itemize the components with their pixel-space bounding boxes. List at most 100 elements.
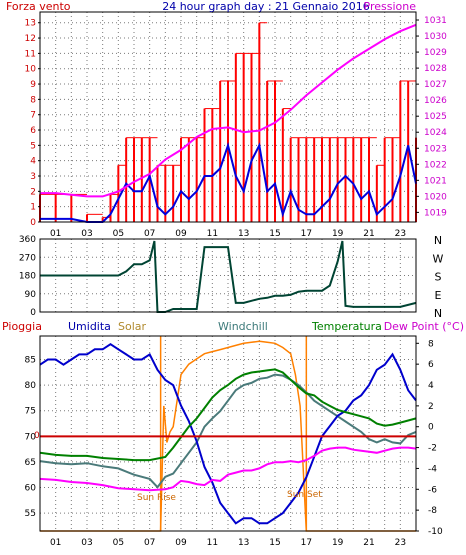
humidity-line xyxy=(39,343,417,525)
dewpoint-line xyxy=(39,446,417,492)
pressure-line xyxy=(40,23,417,198)
windchill-line xyxy=(39,373,417,489)
pressure-tick-label: 1029 xyxy=(424,48,447,58)
pressure-tick-label: 1031 xyxy=(424,16,447,26)
pressure-tick-label: 1030 xyxy=(424,32,447,42)
humidity-tick-label: 65 xyxy=(25,458,36,468)
wind-tick-label: 9 xyxy=(30,80,36,90)
humidity-label: Umidita xyxy=(68,320,111,333)
humidity-tick-label: 55 xyxy=(25,509,36,519)
pressure-tick-label: 1025 xyxy=(424,112,447,122)
temperature-line xyxy=(39,368,417,462)
temperature-tick-label: -8 xyxy=(428,506,437,516)
temperature-tick-label: -4 xyxy=(428,464,437,474)
hour-tick-label: 09 xyxy=(175,229,187,239)
direction-tick-label: 90 xyxy=(25,290,37,300)
pressure-tick-label: 1027 xyxy=(424,80,447,90)
hour-tick-label: 11 xyxy=(207,229,218,239)
sunrise-label: Sun Rise xyxy=(137,493,176,503)
wind-tick-label: 11 xyxy=(25,49,36,59)
humidity-tick-label: 75 xyxy=(25,407,36,417)
compass-label: N xyxy=(434,307,442,320)
temperature-tick-label: -2 xyxy=(428,444,437,454)
wind-tick-label: 8 xyxy=(30,95,36,105)
humidity-tick-label: 60 xyxy=(25,483,37,493)
pressure-axis-title: Pressione xyxy=(364,0,417,13)
temperature-tick-label: -6 xyxy=(428,485,437,495)
tick-labels-layer: 0123456789101112131019102010211022102310… xyxy=(19,16,447,548)
hour-tick-label: 05 xyxy=(113,229,124,239)
temperature-tick-label: 0 xyxy=(428,423,434,433)
wind-tick-label: 4 xyxy=(30,157,36,167)
hour-tick-label: 05 xyxy=(113,538,124,548)
panel-frame-2 xyxy=(39,238,417,313)
hour-tick-label: 17 xyxy=(301,538,312,548)
hour-tick-label: 01 xyxy=(50,229,61,239)
hour-tick-label: 13 xyxy=(238,538,249,548)
direction-tick-label: 360 xyxy=(19,235,36,245)
hour-tick-label: 17 xyxy=(301,229,312,239)
direction-line xyxy=(40,240,417,313)
pressure-tick-label: 1020 xyxy=(424,192,447,202)
hour-tick-label: 21 xyxy=(363,229,374,239)
hour-tick-label: 13 xyxy=(238,229,249,239)
wind-axis-title: Forza vento xyxy=(6,0,71,13)
pressure-tick-label: 1028 xyxy=(424,64,447,74)
wind-tick-label: 5 xyxy=(30,141,36,151)
hour-tick-label: 03 xyxy=(81,538,92,548)
humidity-tick-label: 80 xyxy=(25,381,37,391)
humidity-tick-label: 85 xyxy=(25,356,36,366)
hour-tick-label: 11 xyxy=(207,538,218,548)
pressure-tick-label: 1021 xyxy=(424,176,447,186)
wind-tick-label: 13 xyxy=(25,19,36,29)
rain-zero-label: 0 xyxy=(34,431,40,441)
hour-tick-label: 15 xyxy=(269,229,280,239)
panel-frame-3 xyxy=(39,335,417,532)
pressure-tick-label: 1022 xyxy=(424,160,447,170)
wind-tick-label: 7 xyxy=(30,111,36,121)
temperature-tick-label: -10 xyxy=(428,527,443,537)
direction-tick-label: 0 xyxy=(30,308,36,318)
panel-frame-1 xyxy=(39,11,417,223)
compass-label: N xyxy=(434,234,442,247)
hour-tick-label: 09 xyxy=(175,538,187,548)
wind-tick-label: 0 xyxy=(30,218,36,228)
wind-tick-label: 3 xyxy=(30,172,36,182)
compass-label: S xyxy=(435,271,442,284)
chart-title: 24 hour graph day : 21 Gennaio 2016 xyxy=(162,0,370,13)
rain-label: Pioggia xyxy=(2,320,42,333)
hour-tick-label: 07 xyxy=(144,229,155,239)
hour-tick-label: 03 xyxy=(81,229,92,239)
pressure-tick-label: 1024 xyxy=(424,128,447,138)
wind-tick-label: 12 xyxy=(25,34,36,44)
text-layer: Forza vento 24 hour graph day : 21 Genna… xyxy=(2,0,464,503)
sunset-label: Sun Set xyxy=(287,490,322,500)
dewpoint-label: Dew Point (°C) xyxy=(384,320,464,333)
compass-label: E xyxy=(435,289,442,302)
wind-tick-label: 1 xyxy=(30,203,36,213)
windchill-label: Windchill xyxy=(218,320,268,333)
hour-tick-label: 01 xyxy=(50,538,61,548)
temperature-tick-label: 6 xyxy=(428,360,434,370)
pressure-tick-label: 1023 xyxy=(424,144,447,154)
frame-layer xyxy=(39,11,417,532)
hour-tick-label: 07 xyxy=(144,538,155,548)
hour-tick-label: 15 xyxy=(269,538,280,548)
wind-tick-label: 2 xyxy=(30,187,36,197)
direction-tick-label: 270 xyxy=(19,253,36,263)
wind-tick-label: 10 xyxy=(25,65,37,75)
solar-label: Solar xyxy=(118,320,147,333)
hour-tick-label: 21 xyxy=(363,538,374,548)
temperature-tick-label: 4 xyxy=(428,381,434,391)
pressure-tick-label: 1026 xyxy=(424,96,447,106)
hour-tick-label: 19 xyxy=(332,229,344,239)
temperature-label: Temperatura xyxy=(311,320,382,333)
direction-tick-label: 180 xyxy=(19,272,36,282)
hour-tick-label: 23 xyxy=(395,229,406,239)
solar-line xyxy=(40,340,416,532)
humidity-tick-label: 70 xyxy=(25,432,37,442)
compass-label: W xyxy=(433,252,444,265)
temperature-tick-label: 2 xyxy=(428,402,434,412)
pressure-tick-label: 1019 xyxy=(424,208,447,218)
